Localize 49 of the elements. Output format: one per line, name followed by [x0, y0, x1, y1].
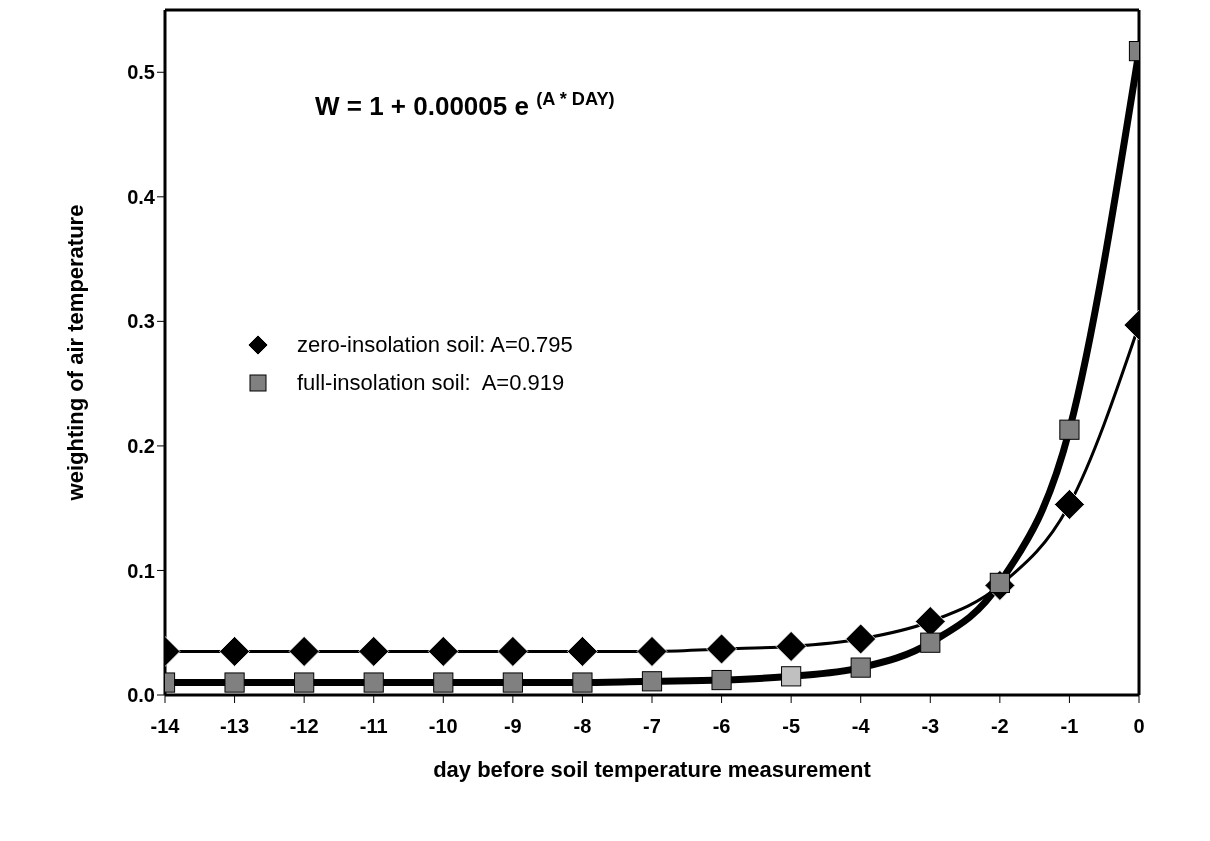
- point: [433, 672, 454, 693]
- point: [363, 672, 384, 693]
- point: [224, 672, 245, 693]
- point: [711, 669, 732, 691]
- legend-label: full-insolation soil: A=0.919: [297, 370, 565, 396]
- point: [850, 657, 871, 678]
- x-tick-label: -6: [712, 715, 731, 738]
- y-tick-label: 0.1: [127, 559, 155, 582]
- y-tick-label: 0.2: [127, 435, 155, 458]
- point: [920, 632, 941, 653]
- point: [775, 631, 807, 662]
- y-tick-label: 0.4: [127, 185, 156, 208]
- point: [497, 636, 529, 667]
- point: [706, 633, 737, 665]
- y-axis-title: weighting of air temperature: [62, 204, 88, 502]
- point: [567, 636, 598, 667]
- x-axis-title: day before soil temperature measurement: [433, 757, 872, 782]
- y-tick-label: 0.5: [127, 61, 155, 84]
- x-tick-label: -10: [428, 715, 458, 738]
- annotation: W = 1 + 0.00005 e $^{(A * DAY)}$: [315, 89, 615, 121]
- x-tick-label: -7: [643, 715, 661, 738]
- point: [288, 636, 320, 667]
- point: [427, 636, 459, 667]
- point: [845, 623, 877, 655]
- x-tick-label: -14: [150, 715, 181, 738]
- x-tick-label: -13: [220, 715, 250, 738]
- point: [636, 636, 668, 667]
- x-tick-label: -9: [503, 715, 522, 738]
- x-tick-label: -1: [1060, 715, 1079, 738]
- point: [781, 666, 802, 687]
- x-tick-label: -2: [990, 715, 1009, 738]
- x-tick-label: -8: [573, 715, 592, 738]
- x-tick-label: -11: [359, 715, 388, 738]
- point: [572, 672, 593, 693]
- legend-label: zero-insolation soil: A=0.795: [297, 332, 573, 358]
- point: [219, 636, 250, 667]
- x-tick-label: -5: [782, 715, 801, 738]
- point: [358, 636, 390, 667]
- point: [641, 671, 663, 692]
- y-tick-label: 0.0: [127, 684, 155, 707]
- x-tick-label: 0: [1133, 715, 1145, 738]
- x-tick-label: -3: [921, 715, 940, 738]
- point: [1054, 489, 1085, 520]
- point: [502, 672, 523, 693]
- x-tick-label: -12: [289, 715, 319, 738]
- point: [1059, 419, 1080, 440]
- point: [294, 672, 315, 693]
- y-tick-label: 0.3: [127, 310, 155, 333]
- x-tick-label: -4: [851, 715, 871, 738]
